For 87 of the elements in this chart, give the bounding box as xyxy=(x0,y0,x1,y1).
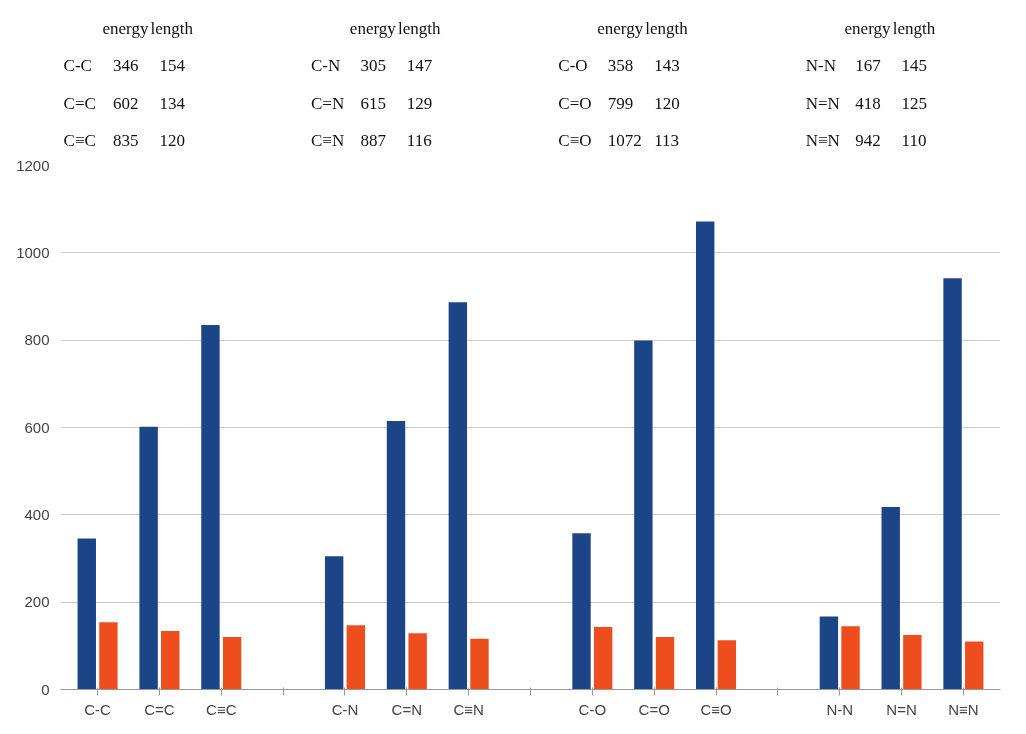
bar xyxy=(819,616,839,690)
x-tick-label: C=N xyxy=(391,700,423,718)
text: length xyxy=(397,18,441,38)
bar xyxy=(77,538,96,690)
x-tick-label: C-N xyxy=(331,700,359,718)
y-tick-label: 1000 xyxy=(16,243,50,261)
x-tick-label: C≡C xyxy=(206,700,237,718)
y-tick-label: 200 xyxy=(24,593,50,611)
text: 125 xyxy=(901,93,928,113)
bar xyxy=(201,324,220,690)
text: length xyxy=(645,18,689,38)
text: N≡N xyxy=(805,131,840,150)
text: N=N xyxy=(805,93,840,113)
x-tick-label: C-O xyxy=(578,700,607,718)
text: 615 xyxy=(360,93,386,113)
bar xyxy=(717,640,737,690)
bar xyxy=(408,633,427,690)
bar xyxy=(470,638,489,690)
bar xyxy=(696,221,715,690)
text: 305 xyxy=(360,56,386,75)
x-tick-label: C=O xyxy=(638,700,670,718)
y-tick-label: 800 xyxy=(24,331,50,349)
text: 120 xyxy=(654,93,680,113)
bar xyxy=(943,278,962,690)
text: 835 xyxy=(113,131,139,150)
text: C=O xyxy=(558,93,592,113)
text: C≡N xyxy=(310,131,345,150)
text: 143 xyxy=(654,56,680,75)
text: C-C xyxy=(63,56,92,75)
text: 116 xyxy=(406,131,432,150)
bar xyxy=(903,634,922,690)
bar xyxy=(572,533,591,690)
x-tick-label: C-C xyxy=(84,700,112,718)
x-tick-label: N=N xyxy=(886,700,917,718)
text: 358 xyxy=(607,56,634,75)
text: 418 xyxy=(855,93,881,113)
x-tick-label: C=C xyxy=(144,700,175,718)
text: 942 xyxy=(855,131,881,150)
text: C≡O xyxy=(558,131,592,150)
x-tick-label: C≡O xyxy=(700,700,732,718)
bar xyxy=(965,641,984,690)
text: energy xyxy=(597,18,644,38)
text: 129 xyxy=(406,93,433,113)
y-tick-label: 0 xyxy=(41,680,50,698)
text: 120 xyxy=(159,131,185,150)
x-tick-label: N-N xyxy=(826,700,854,718)
bar xyxy=(161,630,180,690)
bar xyxy=(634,340,653,690)
bar xyxy=(655,637,675,690)
bar xyxy=(139,426,158,690)
bar xyxy=(593,627,613,690)
y-tick-label: 1200 xyxy=(16,156,50,174)
bar xyxy=(99,622,118,690)
text: 147 xyxy=(406,56,433,75)
text: N-N xyxy=(805,56,836,75)
text: 887 xyxy=(360,131,387,150)
text: C-N xyxy=(310,56,341,75)
text: 110 xyxy=(901,131,927,150)
text: length xyxy=(892,18,936,38)
text: 1072 xyxy=(607,131,642,150)
text: 154 xyxy=(159,56,186,75)
bar xyxy=(386,420,406,690)
text: 145 xyxy=(901,56,928,75)
bar xyxy=(222,637,242,690)
y-tick-label: 400 xyxy=(24,505,50,523)
text: energy xyxy=(102,18,149,38)
text: 167 xyxy=(855,56,882,75)
x-tick-label: C≡N xyxy=(453,700,484,718)
text: 113 xyxy=(654,131,680,150)
bar xyxy=(346,625,365,690)
text: 346 xyxy=(113,56,139,75)
text: energy xyxy=(349,18,397,38)
text: 602 xyxy=(113,93,139,113)
text: 799 xyxy=(607,93,634,113)
text: energy xyxy=(844,18,892,38)
text: length xyxy=(150,18,194,38)
bar xyxy=(841,626,860,690)
y-tick-label: 600 xyxy=(24,418,50,436)
text: C=C xyxy=(63,93,96,113)
bar xyxy=(324,556,344,690)
text: 134 xyxy=(159,93,186,113)
text: C=N xyxy=(310,93,345,113)
bar xyxy=(448,302,468,690)
x-tick-label: N≡N xyxy=(948,700,979,718)
text: C≡C xyxy=(63,131,96,150)
bar xyxy=(881,506,900,690)
text: C-O xyxy=(558,56,588,75)
